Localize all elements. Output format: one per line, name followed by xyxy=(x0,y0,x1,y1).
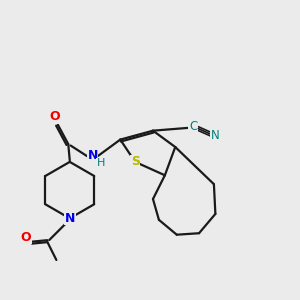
Text: C: C xyxy=(189,120,197,133)
Text: O: O xyxy=(21,231,32,244)
Text: H: H xyxy=(97,158,105,168)
Text: O: O xyxy=(50,110,60,123)
Text: N: N xyxy=(64,212,75,225)
Text: S: S xyxy=(130,155,140,168)
Text: N: N xyxy=(87,148,98,162)
Text: N: N xyxy=(210,129,219,142)
